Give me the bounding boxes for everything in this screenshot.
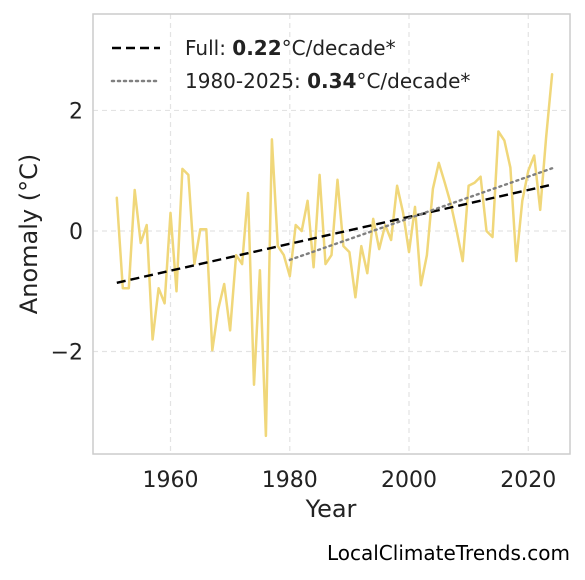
legend-entry-1980-2025: 1980-2025: 0.34°C/decade* (185, 69, 470, 93)
plot-frame (92, 13, 571, 455)
y-tick-label: 0 (69, 220, 83, 245)
legend: Full: 0.22°C/decade* 1980-2025: 0.34°C/d… (110, 36, 470, 93)
x-tick-label: 2000 (381, 468, 437, 493)
legend-entry-full: Full: 0.22°C/decade* (185, 36, 396, 60)
x-axis-title: Year (305, 495, 357, 523)
trend-line-1980-2025 (288, 167, 554, 262)
x-tick-labels: 1960 1980 2000 2020 (143, 468, 557, 493)
trend-line-full (116, 183, 553, 284)
y-tick-labels: −2 0 2 (51, 99, 83, 365)
x-tick-label: 1960 (143, 468, 199, 493)
x-tick-label: 2020 (500, 468, 556, 493)
anomaly-series-line (115, 73, 554, 438)
series-layer (115, 73, 554, 438)
y-tick-label: −2 (51, 341, 83, 366)
site-credit: LocalClimateTrends.com (327, 541, 570, 565)
x-tick-label: 1980 (262, 468, 318, 493)
y-tick-label: 2 (69, 99, 83, 124)
grid-lines (93, 14, 570, 454)
y-axis-title: Anomaly (°C) (15, 154, 43, 314)
